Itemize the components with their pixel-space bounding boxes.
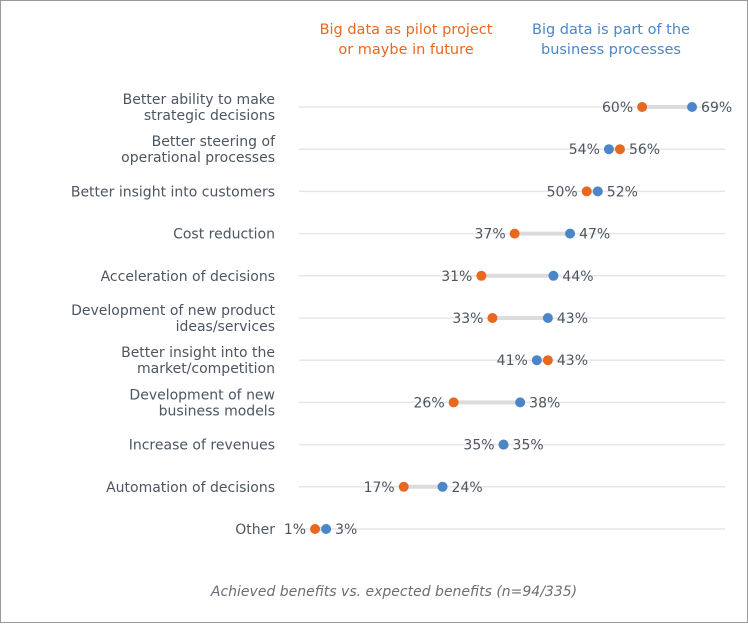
row: Automation of decisions 17% 24% xyxy=(106,480,725,496)
point-business-processes xyxy=(321,524,332,534)
point-pilot xyxy=(509,228,520,239)
row: Development of new productideas/services… xyxy=(71,303,725,335)
point-pilot xyxy=(398,481,409,492)
value-label-low: 35% xyxy=(463,438,494,454)
category-label: Increase of revenues xyxy=(129,438,275,454)
row: Increase of revenues 35% 35% xyxy=(129,438,725,454)
value-label-low: 41% xyxy=(497,353,528,369)
value-label-low: 1% xyxy=(284,522,306,538)
category-label: Development of new xyxy=(129,387,275,403)
point-business-processes xyxy=(542,313,553,323)
point-business-processes xyxy=(437,481,448,492)
value-label-low: 37% xyxy=(475,227,506,243)
category-label: Cost reduction xyxy=(173,227,275,243)
legend-entry-1: or maybe in future xyxy=(338,42,473,58)
category-label: operational processes xyxy=(121,150,275,166)
point-business-processes xyxy=(548,270,559,281)
legend-entry-2: Big data is part of the xyxy=(532,22,690,38)
category-label: business models xyxy=(159,403,275,419)
row: Better insight into customers 50% 52% xyxy=(71,184,725,200)
point-business-processes xyxy=(687,102,698,112)
value-label-high: 56% xyxy=(629,142,660,158)
category-label: Better insight into the xyxy=(121,345,275,361)
value-label-high: 3% xyxy=(335,522,357,538)
footnote: Achieved benefits vs. expected benefits … xyxy=(210,584,577,600)
row: Other 1% 3% xyxy=(235,522,725,538)
point-pilot xyxy=(487,313,498,323)
legend: Big data as pilot project or maybe in fut… xyxy=(320,22,691,58)
point-pilot xyxy=(448,397,459,408)
row: Acceleration of decisions 31% 44% xyxy=(101,269,725,285)
value-label-high: 38% xyxy=(529,395,560,411)
category-label: Acceleration of decisions xyxy=(101,269,275,285)
value-label-high: 44% xyxy=(562,269,593,285)
value-label-high: 35% xyxy=(513,438,544,454)
point-pilot xyxy=(637,102,648,112)
point-pilot xyxy=(581,186,592,197)
legend-entry-1: Big data as pilot project xyxy=(320,22,493,38)
point-business-processes xyxy=(531,355,542,366)
point-business-processes xyxy=(565,228,576,239)
point-business-processes xyxy=(515,397,526,408)
category-label: Other xyxy=(235,522,275,538)
row: Cost reduction 37% 47% xyxy=(173,227,725,243)
value-label-low: 17% xyxy=(364,480,395,496)
value-label-low: 26% xyxy=(414,395,445,411)
category-label: market/competition xyxy=(137,361,275,377)
category-label: Development of new product xyxy=(71,303,275,319)
value-label-high: 24% xyxy=(452,480,483,496)
point-pilot xyxy=(614,144,625,155)
category-label: Better insight into customers xyxy=(71,184,275,200)
category-label: Better steering of xyxy=(152,134,276,150)
value-label-low: 31% xyxy=(441,269,472,285)
legend-entry-2: business processes xyxy=(541,42,681,58)
row: Better insight into themarket/competitio… xyxy=(121,345,725,377)
value-label-high: 47% xyxy=(579,227,610,243)
category-label: ideas/services xyxy=(176,319,275,335)
category-label: strategic decisions xyxy=(144,108,275,124)
point-business-processes xyxy=(603,144,614,155)
value-label-low: 50% xyxy=(547,184,578,200)
value-label-low: 60% xyxy=(602,100,633,116)
value-label-high: 43% xyxy=(557,353,588,369)
value-label-high: 69% xyxy=(701,100,732,116)
value-label-low: 54% xyxy=(569,142,600,158)
value-label-high: 52% xyxy=(607,184,638,200)
category-label: Better ability to make xyxy=(123,92,275,108)
point-pilot xyxy=(476,270,487,281)
point-business-processes xyxy=(498,439,509,450)
point-business-processes xyxy=(592,186,603,197)
category-label: Automation of decisions xyxy=(106,480,275,496)
point-pilot xyxy=(310,524,321,534)
value-label-high: 43% xyxy=(557,311,588,327)
point-pilot xyxy=(542,355,553,366)
value-label-low: 33% xyxy=(452,311,483,327)
